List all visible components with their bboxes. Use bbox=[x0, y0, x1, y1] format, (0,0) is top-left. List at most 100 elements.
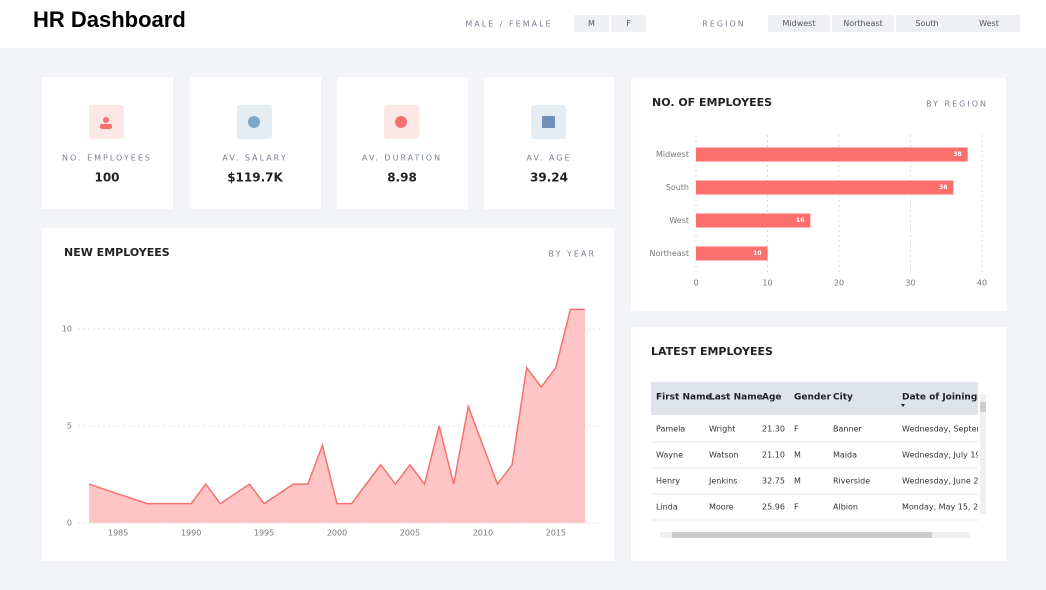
data-label: 38 bbox=[953, 151, 961, 158]
column-header[interactable]: Gender bbox=[794, 393, 831, 403]
y-tick-label: South bbox=[666, 183, 689, 192]
table-cell: 21.10 bbox=[762, 451, 785, 460]
filter-button[interactable] bbox=[832, 15, 894, 32]
table-cell: Wednesday, September bbox=[902, 425, 998, 434]
column-header[interactable]: Date of Joining bbox=[902, 393, 977, 403]
kpi-value: 100 bbox=[94, 171, 119, 185]
kpi-label: AV. SALARY bbox=[222, 154, 287, 163]
icon-glyph bbox=[542, 116, 555, 128]
x-tick-label: 2015 bbox=[546, 529, 566, 538]
icon-glyph bbox=[395, 116, 407, 128]
y-tick-label: 5 bbox=[67, 421, 72, 430]
x-tick-label: 2000 bbox=[327, 529, 347, 538]
sort-icon bbox=[901, 404, 905, 407]
table-cell: 32.75 bbox=[762, 477, 785, 486]
table-cell: M bbox=[794, 477, 801, 486]
table-card bbox=[631, 327, 1006, 561]
kpi-value: 8.98 bbox=[387, 171, 417, 185]
table-cell: F bbox=[794, 503, 799, 512]
column-header[interactable]: Age bbox=[762, 393, 782, 403]
x-tick-label: 1985 bbox=[108, 529, 128, 538]
table-cell: Jenkins bbox=[708, 477, 737, 486]
chart-subtitle: BY REGION bbox=[926, 100, 988, 109]
scrollbar[interactable] bbox=[980, 394, 986, 514]
x-tick-label: 1990 bbox=[181, 529, 201, 538]
x-tick-label: 2005 bbox=[400, 529, 420, 538]
filter-button[interactable] bbox=[574, 15, 609, 32]
y-tick-label: West bbox=[669, 216, 689, 225]
table-cell: Watson bbox=[709, 451, 739, 460]
filter-option[interactable]: F bbox=[626, 19, 631, 28]
table-cell: Henry bbox=[656, 477, 680, 486]
table-cell: Banner bbox=[833, 425, 862, 434]
x-tick-label: 10 bbox=[762, 279, 772, 288]
table-cell: Wednesday, July 19, 2 bbox=[902, 451, 991, 460]
filter-label: MALE / FEMALE bbox=[465, 20, 552, 29]
column-header[interactable]: First Name bbox=[656, 393, 712, 403]
kpi-label: AV. DURATION bbox=[362, 154, 442, 163]
column-header[interactable]: City bbox=[833, 393, 853, 403]
kpi-card bbox=[42, 77, 173, 209]
filter-option[interactable]: West bbox=[979, 19, 999, 28]
filter-option[interactable]: Northeast bbox=[843, 19, 883, 28]
scroll-thumb[interactable] bbox=[672, 532, 932, 538]
y-tick-label: 0 bbox=[67, 519, 72, 528]
kpi-value: 39.24 bbox=[530, 171, 568, 185]
column-header[interactable]: Last Name bbox=[709, 393, 763, 403]
area bbox=[89, 309, 585, 523]
kpi-card bbox=[337, 77, 468, 209]
filter-label: REGION bbox=[702, 20, 745, 29]
x-tick-label: 2010 bbox=[473, 529, 493, 538]
bar bbox=[696, 246, 768, 261]
filter-button[interactable] bbox=[611, 15, 646, 32]
table-cell: Moore bbox=[709, 503, 734, 512]
table-cell: F bbox=[794, 425, 799, 434]
table-title: LATEST EMPLOYEES bbox=[651, 345, 773, 358]
x-tick-label: 30 bbox=[905, 279, 915, 288]
table-cell: 25.96 bbox=[762, 503, 785, 512]
table-cell: Wright bbox=[709, 425, 735, 434]
line bbox=[88, 308, 585, 505]
y-tick-label: Midwest bbox=[656, 150, 689, 159]
table-cell: Wednesday, June 21, 2 bbox=[902, 477, 994, 486]
kpi-label: NO. EMPLOYEES bbox=[62, 154, 152, 163]
table-cell: Riverside bbox=[833, 477, 870, 486]
page-title: HR Dashboard bbox=[33, 7, 186, 32]
chart-subtitle: BY YEAR bbox=[549, 250, 596, 259]
filter-option[interactable]: South bbox=[915, 19, 938, 28]
table-cell: Albion bbox=[833, 503, 858, 512]
x-tick-label: 40 bbox=[977, 279, 987, 288]
table-cell: M bbox=[794, 451, 801, 460]
table-cell: 21.30 bbox=[762, 425, 785, 434]
kpi-card bbox=[190, 77, 321, 209]
kpi-card bbox=[484, 77, 614, 209]
x-tick-label: 20 bbox=[834, 279, 844, 288]
table-cell: Pamela bbox=[656, 425, 685, 434]
bar bbox=[696, 180, 954, 195]
y-tick-label: Northeast bbox=[649, 249, 689, 258]
table-cell: Maida bbox=[833, 451, 857, 460]
table-cell: Monday, May 15, 2017 bbox=[902, 503, 993, 512]
filter-button[interactable] bbox=[768, 15, 830, 32]
data-label: 36 bbox=[939, 184, 947, 191]
table-cell: Linda bbox=[656, 503, 678, 512]
filter-option[interactable]: Midwest bbox=[783, 19, 816, 28]
chart-title: NO. OF EMPLOYEES bbox=[652, 96, 772, 109]
filter-button[interactable] bbox=[958, 15, 1020, 32]
chart-title: NEW EMPLOYEES bbox=[64, 246, 170, 259]
x-tick-label: 1995 bbox=[254, 529, 274, 538]
data-label: 16 bbox=[796, 217, 804, 224]
kpi-value: $119.7K bbox=[227, 171, 283, 185]
y-tick-label: 10 bbox=[62, 324, 72, 333]
data-label: 10 bbox=[753, 250, 761, 257]
table-header-bg bbox=[651, 382, 978, 415]
icon-glyph bbox=[248, 116, 260, 128]
icon-glyph bbox=[100, 124, 112, 129]
x-tick-label: 0 bbox=[693, 279, 698, 288]
filter-option[interactable]: M bbox=[588, 19, 595, 28]
icon-glyph bbox=[103, 117, 109, 123]
kpi-label: AV. AGE bbox=[526, 154, 571, 163]
filter-button[interactable] bbox=[896, 15, 958, 32]
scroll-thumb[interactable] bbox=[980, 402, 986, 412]
